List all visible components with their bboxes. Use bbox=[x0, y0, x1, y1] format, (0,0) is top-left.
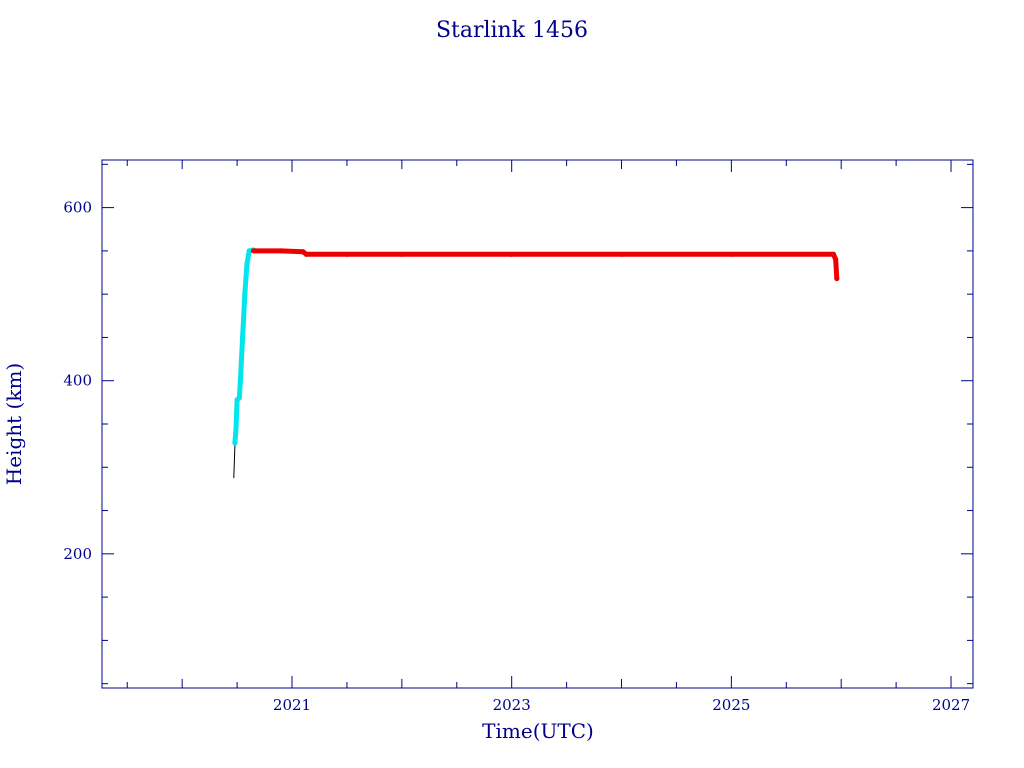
data-point bbox=[344, 251, 350, 257]
data-point bbox=[236, 395, 242, 401]
x-tick-label: 2025 bbox=[712, 696, 750, 714]
data-point bbox=[399, 251, 405, 257]
data-series bbox=[232, 247, 840, 479]
data-point bbox=[251, 248, 257, 254]
data-point bbox=[509, 251, 515, 257]
plot-frame bbox=[101, 159, 974, 689]
series-line bbox=[232, 247, 257, 446]
data-point bbox=[833, 257, 839, 263]
data-point bbox=[240, 334, 246, 340]
data-point bbox=[244, 261, 250, 267]
x-tick-label: 2023 bbox=[493, 696, 531, 714]
y-tick-label: 400 bbox=[63, 372, 92, 390]
x-tick-label: 2027 bbox=[932, 696, 970, 714]
axis-ticks bbox=[102, 160, 973, 688]
data-point bbox=[232, 440, 238, 446]
y-tick-label: 600 bbox=[63, 199, 92, 217]
data-point bbox=[233, 425, 239, 431]
y-axis-label: Height (km) bbox=[2, 363, 26, 485]
data-point bbox=[278, 248, 284, 254]
chart-title: Starlink 1456 bbox=[436, 18, 588, 43]
data-point bbox=[237, 378, 243, 384]
data-point bbox=[834, 276, 840, 282]
data-point bbox=[728, 251, 734, 257]
data-point bbox=[242, 291, 248, 297]
tick-labels: 2021 2023 2025 2027 200 400 600 bbox=[63, 199, 970, 714]
series-line bbox=[251, 248, 840, 282]
data-point bbox=[619, 251, 625, 257]
series-line bbox=[233, 445, 236, 479]
y-tick-label: 200 bbox=[63, 545, 92, 563]
data-point bbox=[303, 251, 309, 257]
data-point bbox=[246, 248, 252, 254]
x-tick-label: 2021 bbox=[273, 696, 311, 714]
x-axis-label: Time(UTC) bbox=[482, 719, 594, 743]
data-point bbox=[831, 251, 837, 257]
